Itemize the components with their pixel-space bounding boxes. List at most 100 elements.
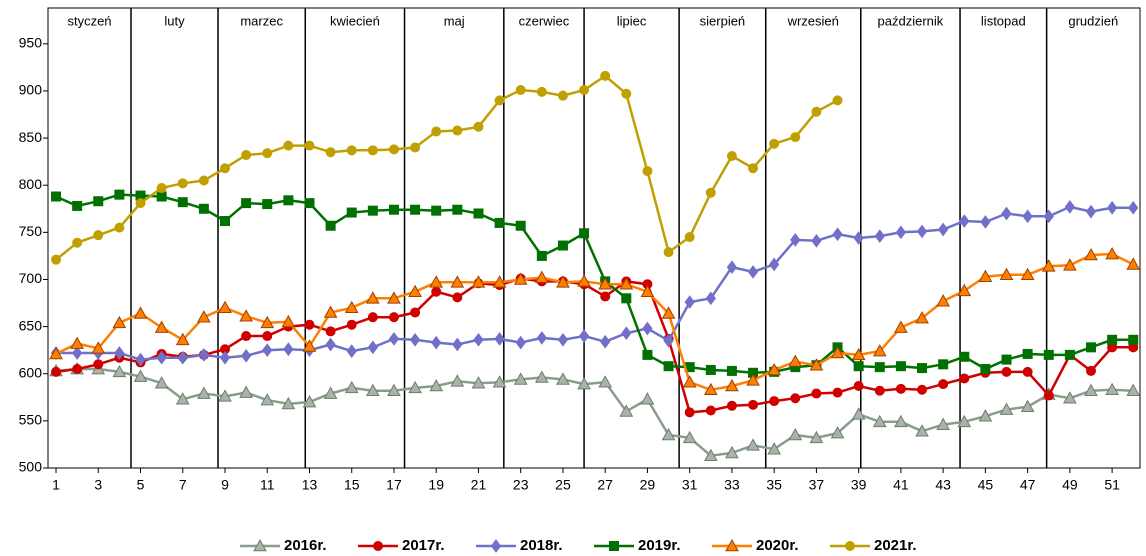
marker [70, 336, 84, 349]
marker [1084, 247, 1098, 261]
y-tick-label: 900 [19, 82, 43, 98]
marker [915, 424, 929, 437]
marker [959, 351, 970, 362]
marker [260, 315, 275, 329]
marker [262, 331, 273, 342]
marker [1128, 334, 1139, 345]
marker [323, 305, 338, 318]
marker [811, 388, 822, 399]
x-tick-label: 35 [766, 477, 782, 493]
y-tick-label: 950 [19, 35, 43, 51]
marker [938, 222, 949, 237]
legend-label: 2018r. [520, 537, 563, 554]
marker [304, 198, 315, 209]
month-label: styczeń [67, 13, 111, 28]
marker [114, 346, 125, 360]
legend-label: 2019r. [638, 537, 681, 554]
marker [260, 393, 275, 406]
marker [682, 375, 697, 388]
legend-marker [490, 539, 502, 553]
marker [1063, 391, 1077, 404]
marker [452, 125, 463, 136]
marker [1022, 348, 1033, 359]
marker [959, 373, 970, 384]
marker [388, 144, 399, 155]
marker [515, 335, 526, 350]
marker [431, 286, 442, 297]
marker [600, 334, 611, 349]
marker [999, 267, 1014, 281]
marker [577, 274, 591, 287]
marker [830, 426, 845, 439]
marker [769, 138, 780, 149]
marker [302, 339, 317, 352]
marker [788, 354, 803, 367]
x-tick-label: 21 [471, 477, 487, 493]
marker [661, 427, 676, 441]
marker [346, 319, 357, 330]
marker [894, 320, 908, 333]
month-label: październik [878, 13, 944, 28]
x-tick-label: 5 [137, 477, 145, 493]
x-tick-label: 49 [1062, 477, 1078, 493]
marker [557, 90, 568, 101]
marker [642, 166, 653, 177]
x-tick-label: 7 [179, 477, 187, 493]
legend-marker [845, 541, 855, 551]
marker [598, 277, 613, 290]
x-tick-label: 47 [1020, 477, 1036, 493]
marker [409, 332, 421, 347]
month-label: marzec [240, 13, 283, 28]
marker [515, 85, 526, 96]
series-line [55, 193, 1134, 375]
month-label: grudzień [1068, 13, 1118, 28]
marker [809, 430, 824, 444]
marker [262, 343, 273, 358]
marker [198, 203, 209, 214]
marker [219, 350, 231, 365]
marker [325, 326, 336, 337]
marker [325, 147, 336, 158]
y-tick-label: 600 [19, 364, 43, 380]
marker [746, 438, 760, 451]
series-line [55, 74, 839, 261]
marker [220, 216, 231, 227]
marker [135, 352, 146, 367]
marker [1084, 383, 1098, 397]
marker [1041, 259, 1056, 272]
marker [978, 409, 993, 422]
marker [431, 205, 442, 216]
marker [600, 291, 611, 302]
marker [895, 361, 906, 372]
marker [283, 195, 294, 206]
series-line [55, 252, 1134, 392]
marker [769, 257, 780, 272]
marker [832, 227, 843, 242]
marker [788, 427, 803, 441]
legend-label: 2017r. [402, 537, 445, 554]
marker [452, 292, 463, 303]
marker [1064, 349, 1075, 360]
marker [283, 140, 294, 151]
marker [175, 392, 190, 405]
marker [197, 386, 211, 399]
marker [746, 373, 760, 386]
marker [872, 344, 887, 357]
marker [366, 383, 380, 397]
y-tick-label: 550 [19, 412, 43, 428]
marker [156, 183, 167, 194]
marker [1001, 366, 1012, 377]
marker [830, 345, 845, 359]
marker [598, 375, 613, 388]
month-label: sierpień [700, 13, 746, 28]
marker [536, 250, 547, 261]
marker [156, 191, 167, 202]
marker [346, 207, 357, 218]
marker [684, 407, 695, 418]
legend-label: 2020r. [756, 537, 799, 554]
marker [1105, 382, 1119, 396]
marker [323, 386, 338, 399]
marker [534, 270, 549, 283]
marker [429, 378, 444, 392]
marker [1022, 366, 1033, 377]
